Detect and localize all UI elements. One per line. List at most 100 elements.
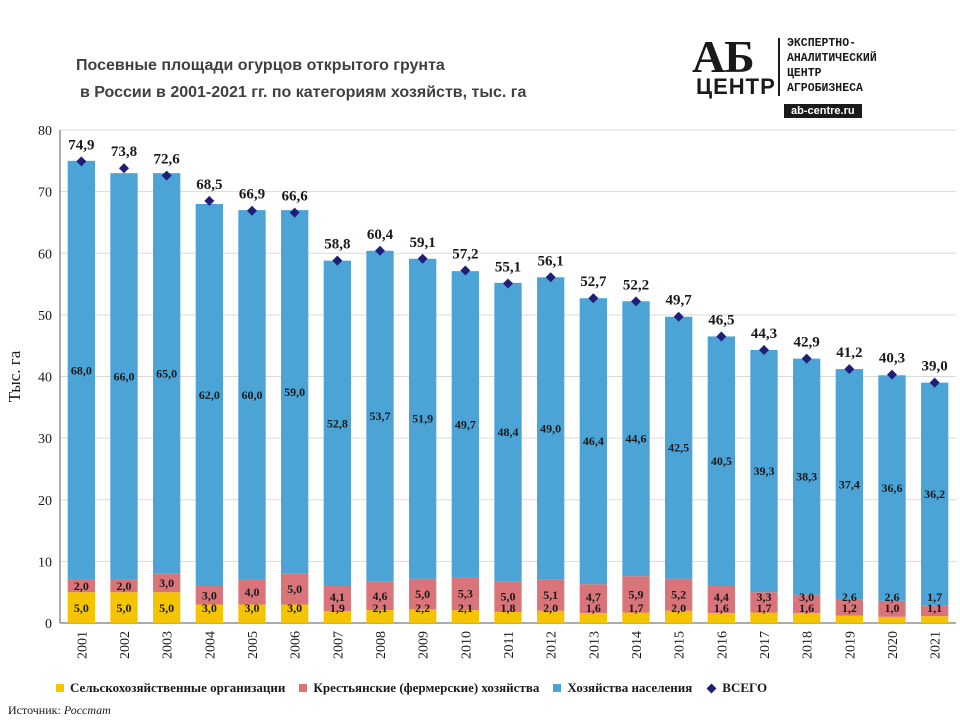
x-tick-label: 2001 — [75, 631, 90, 659]
data-label-households: 66,0 — [114, 370, 135, 384]
total-label: 58,8 — [324, 237, 350, 253]
legend-item-households: Хозяйства населения — [553, 680, 692, 696]
total-label: 68,5 — [196, 177, 222, 193]
bar-segment — [793, 358, 821, 595]
x-tick-label: 2007 — [331, 631, 346, 659]
x-tick-label: 2012 — [545, 631, 560, 659]
bar-segment — [921, 616, 949, 623]
y-tick-label: 70 — [38, 186, 52, 201]
data-label-farms: 3,0 — [159, 576, 174, 590]
total-label: 55,1 — [495, 259, 521, 275]
total-marker — [76, 156, 87, 167]
x-tick-label: 2014 — [630, 631, 645, 659]
x-tick-label: 2017 — [758, 631, 773, 659]
legend-item-farms: Крестьянские (фермерские) хозяйства — [299, 680, 539, 696]
bar-segment — [707, 336, 735, 587]
bar-segment — [153, 573, 181, 593]
bar-segment — [835, 369, 863, 600]
legend-label-households: Хозяйства населения — [567, 680, 693, 695]
data-label-agri-orgs: 2,0 — [671, 601, 686, 615]
total-marker — [460, 265, 471, 276]
total-label: 66,6 — [282, 189, 309, 205]
data-label-farms: 3,0 — [202, 588, 217, 602]
x-tick-label: 2005 — [246, 631, 261, 659]
data-label-farms: 3,3 — [757, 590, 772, 604]
logo-sub: ЦЕНТР — [696, 74, 776, 99]
data-label-farms: 4,6 — [373, 589, 388, 603]
data-label-farms: 5,0 — [287, 582, 302, 596]
logo-text-line4: АГРОБИЗНЕСА — [787, 82, 863, 95]
chart-legend: Сельскохозяйственные организации Крестья… — [56, 680, 956, 696]
data-label-households: 37,4 — [839, 477, 860, 491]
data-label-farms: 2,6 — [885, 590, 900, 604]
bar-segment — [409, 609, 437, 623]
total-label: 74,9 — [68, 137, 94, 153]
bar-segment — [622, 612, 650, 623]
x-tick-label: 2004 — [203, 631, 218, 659]
data-label-agri-orgs: 2,0 — [543, 601, 558, 615]
data-label-farms: 5,9 — [629, 587, 644, 601]
bar-segment — [451, 271, 479, 578]
bar-segment — [110, 173, 138, 580]
data-label-farms: 4,0 — [245, 585, 260, 599]
bar-segment — [494, 611, 522, 623]
data-label-farms: 1,7 — [927, 590, 942, 604]
bar-segment — [281, 604, 309, 623]
total-label: 39,0 — [922, 359, 948, 375]
total-marker — [588, 293, 599, 304]
bar-segment — [323, 586, 351, 612]
bar-segment — [153, 592, 181, 623]
data-label-households: 59,0 — [284, 385, 305, 399]
total-marker — [929, 377, 940, 388]
data-label-agri-orgs: 3,0 — [245, 601, 260, 615]
x-tick-label: 2008 — [374, 631, 389, 659]
y-axis-label: Тыс. га — [5, 350, 24, 402]
total-marker — [289, 207, 300, 218]
data-label-farms: 5,0 — [501, 590, 516, 604]
source-name: Росстат — [63, 703, 111, 717]
data-label-farms: 4,1 — [330, 590, 345, 604]
x-tick-label: 2002 — [118, 631, 133, 659]
legend-swatch-agri-orgs — [56, 684, 64, 692]
data-label-households: 49,0 — [540, 421, 561, 435]
bar-segment — [579, 298, 607, 585]
logo-url: ab-centre.ru — [784, 104, 862, 118]
data-label-households: 68,0 — [71, 363, 92, 377]
total-marker — [332, 255, 343, 266]
data-label-households: 48,4 — [498, 425, 519, 439]
y-tick-label: 10 — [38, 555, 52, 570]
data-label-farms: 5,1 — [543, 588, 558, 602]
x-tick-label: 2019 — [843, 631, 858, 659]
total-marker — [417, 253, 428, 264]
data-label-households: 65,0 — [156, 366, 177, 380]
bar-segment — [793, 594, 821, 614]
bar-segment — [238, 579, 266, 605]
data-label-farms: 4,4 — [714, 590, 729, 604]
bar-segment — [195, 604, 223, 623]
y-tick-label: 80 — [38, 124, 52, 139]
x-tick-label: 2021 — [929, 631, 944, 659]
bar-segment — [707, 586, 735, 614]
data-label-agri-orgs: 1,0 — [885, 601, 900, 615]
y-tick-label: 50 — [38, 309, 52, 324]
data-label-households: 36,6 — [882, 481, 903, 495]
data-label-households: 42,5 — [668, 441, 689, 455]
bar-segment — [281, 210, 309, 574]
total-marker — [759, 345, 769, 356]
data-label-agri-orgs: 1,7 — [629, 601, 644, 615]
legend-label-total: ВСЕГО — [722, 680, 768, 695]
bar-segment — [921, 382, 949, 606]
total-marker — [161, 170, 172, 181]
bar-segment — [537, 610, 565, 623]
data-label-households: 62,0 — [199, 388, 220, 402]
chart-title: Посевные площади огурцов открытого грунт… — [76, 52, 636, 106]
data-label-agri-orgs: 1,6 — [714, 601, 729, 615]
data-label-farms: 2,0 — [117, 579, 132, 593]
total-label: 52,7 — [580, 274, 607, 290]
logo-text: ЭКСПЕРТНО- АНАЛИТИЧЕСКИЙ ЦЕНТР АГРОБИЗНЕ… — [787, 36, 877, 96]
data-label-households: 46,4 — [583, 434, 604, 448]
bar-segment — [537, 277, 565, 580]
total-marker — [204, 195, 215, 206]
total-label: 60,4 — [367, 227, 394, 243]
bar-segment — [238, 604, 266, 623]
